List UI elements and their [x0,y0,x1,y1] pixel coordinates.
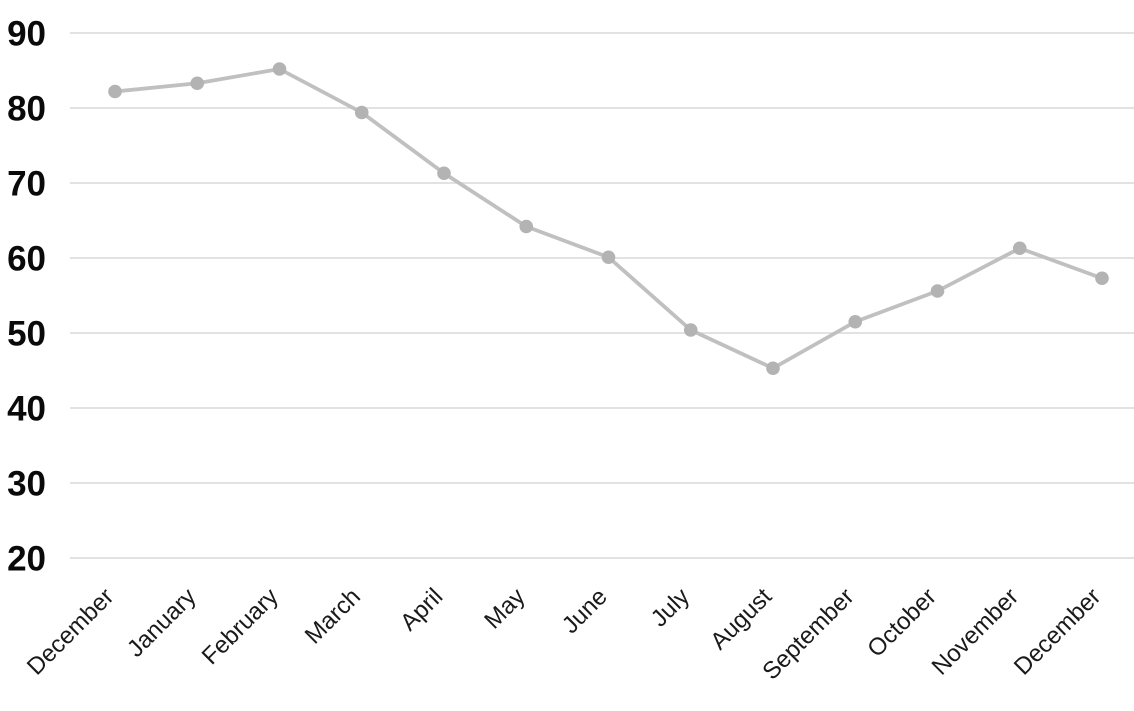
x-axis-tick-label: August [705,583,777,655]
data-point-marker [1012,241,1027,256]
data-point-marker [272,62,287,76]
x-axis-tick-label: November [927,583,1024,680]
y-axis-tick-label: 60 [7,240,46,279]
x-axis-tick-label: February [197,583,284,670]
x-axis-tick-label: July [646,583,695,632]
y-axis-tick-label: 50 [7,315,46,354]
data-point-marker [437,166,451,181]
x-axis-tick-label: December [22,583,119,680]
data-point-marker [683,323,698,337]
data-point-marker [848,314,863,329]
x-axis-tick-label: April [395,583,448,636]
data-point-marker [601,250,616,265]
x-axis-tick-label: January [122,583,201,662]
y-axis-tick-label: 70 [7,165,46,204]
data-point-marker [108,84,122,99]
y-axis-tick-label: 80 [7,90,46,129]
y-axis-tick-label: 30 [7,465,46,504]
data-point-marker [190,76,205,91]
data-point-marker [930,284,945,298]
y-axis-tick-label: 40 [7,390,46,429]
x-axis-tick-label: December [1009,583,1106,680]
x-axis-tick-label: October [862,583,941,662]
data-point-marker [519,219,534,234]
data-point-marker [1095,271,1109,286]
x-axis-tick-label: June [557,583,613,639]
y-axis-tick-label: 90 [7,15,46,54]
data-point-marker [766,361,780,376]
series-line [113,67,1104,371]
x-axis-tick-label: March [300,583,366,649]
data-point-marker [354,105,369,120]
y-axis-tick-label: 20 [7,540,46,579]
x-axis-tick-label: May [479,583,530,634]
